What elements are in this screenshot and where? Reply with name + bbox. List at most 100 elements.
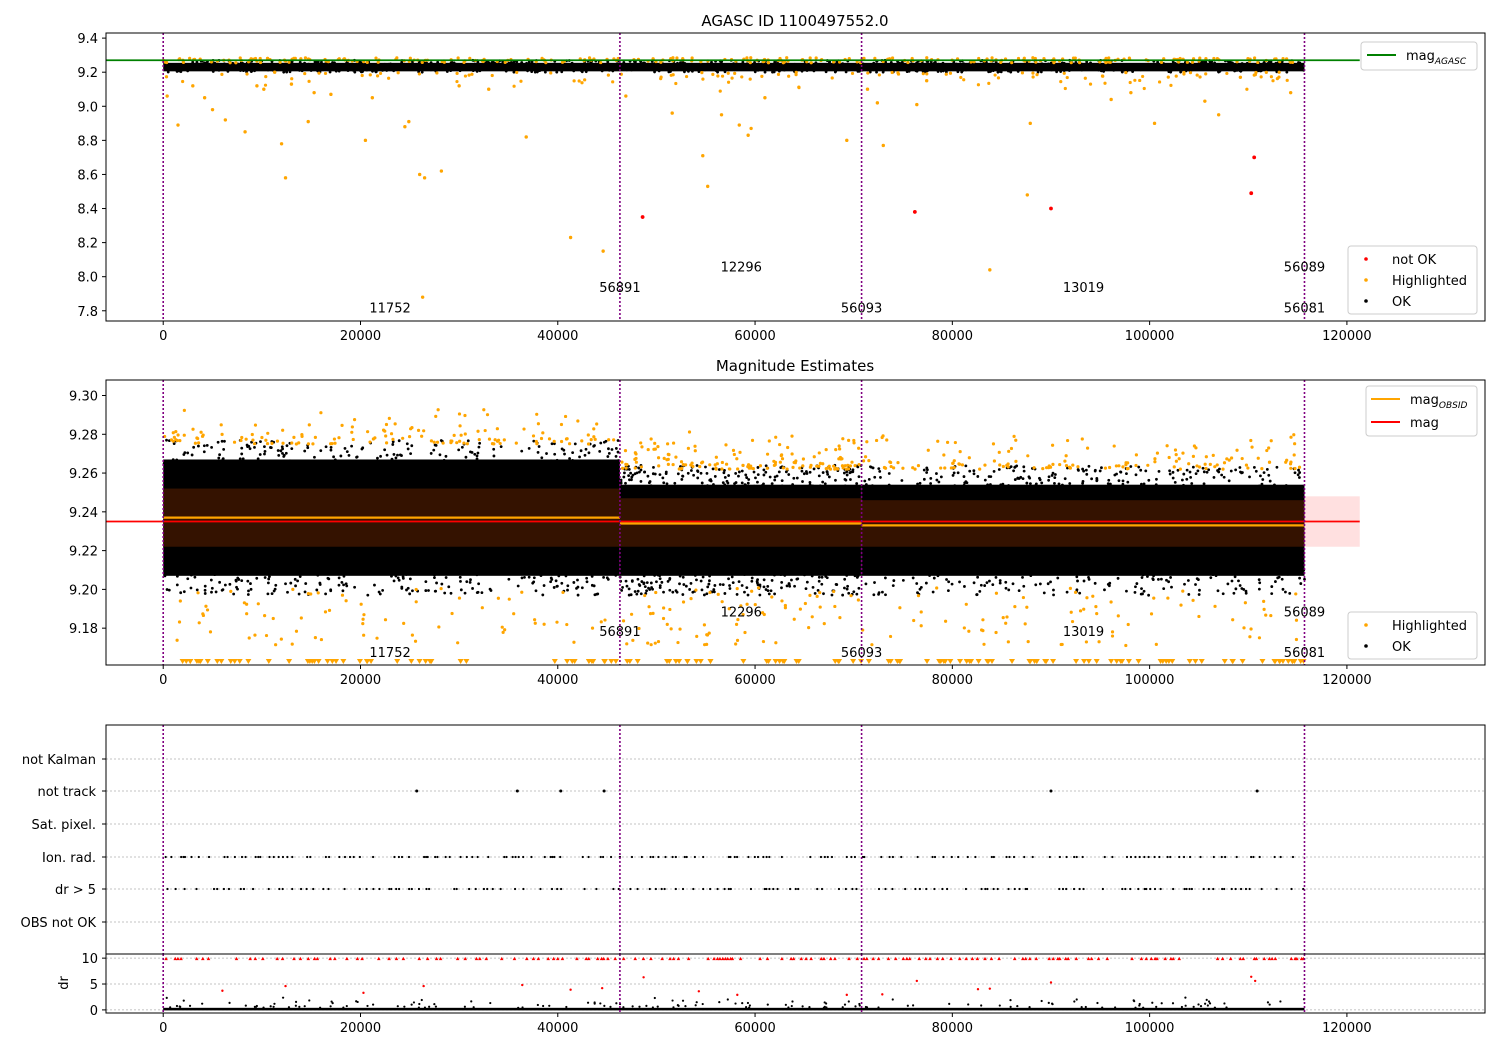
ok-point: [692, 490, 696, 494]
highlighted-point: [196, 591, 200, 595]
flag-marker: [455, 887, 458, 891]
highlighted-point: [1080, 437, 1084, 441]
ok-point: [872, 61, 876, 65]
highlighted-point: [449, 441, 453, 445]
highlighted-point: [524, 135, 528, 139]
highlighted-point: [1172, 465, 1176, 469]
ok-point: [185, 63, 189, 67]
highlighted-point: [760, 74, 764, 78]
ok-point: [471, 587, 474, 590]
ok-point: [523, 575, 526, 579]
flag-marker: [530, 855, 533, 859]
flag-marker: [222, 887, 226, 891]
ok-point: [636, 577, 640, 581]
ok-point: [273, 67, 277, 71]
highlighted-point: [1182, 72, 1186, 76]
panel2-legend-label-highlighted: Highlighted: [1392, 619, 1467, 634]
ok-point: [782, 68, 786, 72]
ok-point: [399, 463, 403, 467]
ok-point: [753, 486, 757, 489]
ok-point: [694, 63, 698, 67]
category-label: not track: [37, 785, 96, 800]
ok-point: [1056, 576, 1060, 580]
ok-point: [1107, 478, 1111, 482]
ok-point: [1127, 68, 1131, 71]
flag-marker: [417, 887, 421, 891]
highlighted-point: [640, 445, 644, 449]
ok-point: [217, 456, 221, 460]
ok-point: [702, 63, 706, 66]
highlighted-point: [943, 466, 947, 470]
y-tick-label: 9.4: [77, 32, 98, 47]
flag-marker: [1244, 887, 1248, 891]
ok-point: [772, 66, 776, 70]
ok-point: [555, 70, 559, 74]
ok-point: [1190, 482, 1194, 485]
flag-marker: [1072, 887, 1076, 891]
flag-marker: [474, 887, 477, 891]
ok-point: [842, 487, 846, 491]
ok-point: [772, 69, 775, 73]
flag-marker: [1129, 855, 1133, 859]
highlighted-point: [177, 620, 182, 624]
panel2-legend-label-ok: OK: [1392, 640, 1411, 655]
ok-point: [988, 62, 992, 66]
flag-marker: [1025, 887, 1029, 891]
highlighted-point: [344, 599, 348, 603]
dr-point: [948, 1002, 951, 1005]
highlighted-point: [1059, 642, 1063, 647]
ok-point: [204, 462, 207, 466]
highlighted-point: [962, 78, 966, 82]
ok-point: [639, 480, 643, 483]
ok-point: [1120, 488, 1124, 492]
ok-point: [1067, 69, 1071, 72]
ok-point: [392, 453, 396, 456]
x-tick-label: 20000: [340, 329, 381, 344]
ok-point: [1073, 62, 1077, 66]
dr-point: [434, 1005, 438, 1008]
ok-point: [656, 485, 660, 489]
ok-point: [766, 572, 770, 576]
highlighted-point: [1289, 435, 1293, 439]
ok-point: [268, 575, 271, 579]
ok-point: [1171, 476, 1175, 480]
highlighted-point: [312, 90, 316, 95]
highlighted-point: [492, 442, 496, 446]
ok-point: [983, 584, 987, 587]
ok-point: [643, 470, 646, 474]
flag-marker: [1159, 887, 1162, 891]
dr-point: [1051, 1003, 1054, 1006]
ok-point: [392, 579, 396, 583]
ok-point: [350, 444, 354, 448]
dr-point: [428, 1005, 431, 1008]
ok-point: [1173, 61, 1177, 65]
ok-point: [1217, 67, 1221, 71]
highlighted-point: [436, 408, 440, 412]
ok-point: [1113, 487, 1117, 490]
ok-point: [1164, 66, 1168, 70]
ok-point: [737, 487, 741, 491]
highlighted-point: [242, 601, 246, 605]
x-tick-label: 120000: [1322, 329, 1372, 344]
flag-marker: [425, 887, 428, 891]
ok-point: [400, 571, 404, 575]
highlighted-point: [363, 138, 368, 143]
flag-marker: [299, 887, 303, 891]
ok-point: [337, 69, 341, 73]
ok-point: [645, 63, 648, 66]
ok-point: [489, 67, 493, 71]
ok-point: [1277, 575, 1281, 579]
highlighted-point: [1155, 451, 1160, 455]
ok-point: [823, 482, 827, 486]
ok-point: [707, 64, 711, 68]
ok-point: [777, 69, 781, 73]
ok-point: [1261, 478, 1265, 481]
ok-point: [644, 488, 648, 492]
flag-marker: [776, 887, 779, 891]
dr-point: [701, 1002, 704, 1006]
highlighted-point: [814, 56, 818, 60]
highlighted-point: [319, 637, 324, 642]
highlighted-point: [252, 442, 257, 446]
highlighted-point: [1073, 590, 1078, 594]
highlighted-point: [239, 438, 243, 443]
